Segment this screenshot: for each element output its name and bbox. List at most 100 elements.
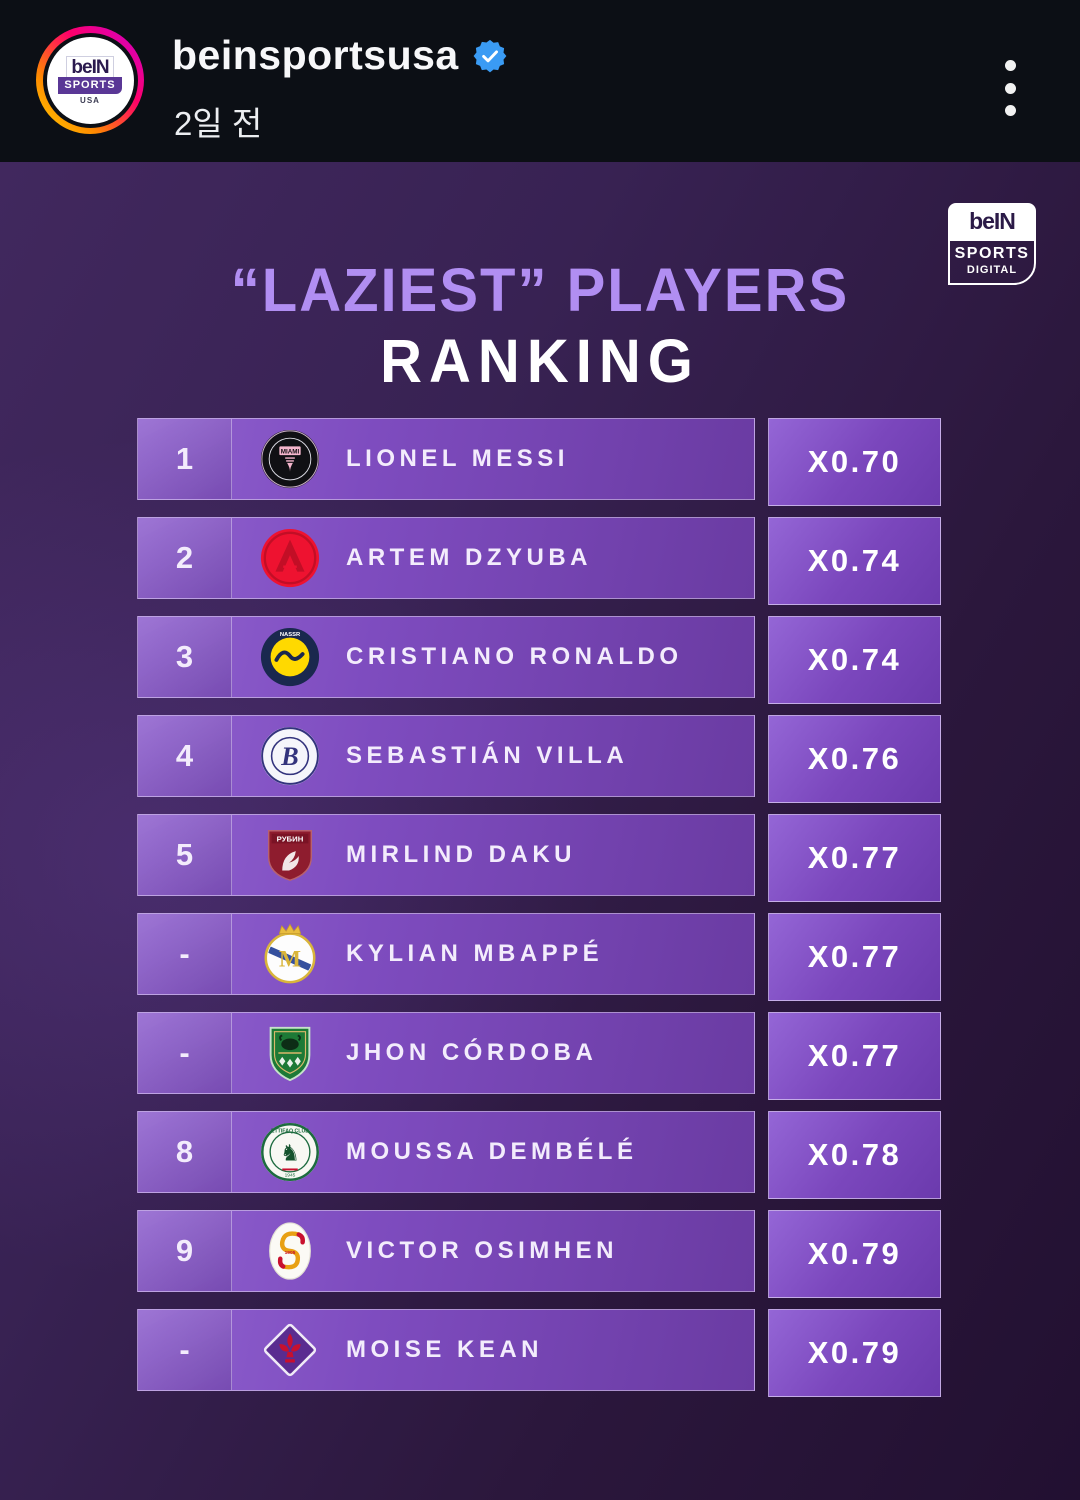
al-ettifaq-badge: ETTIFAQ CLUB ♞ 1945 <box>259 1121 321 1183</box>
multiplier-value: X0.79 <box>807 1236 902 1271</box>
multiplier-box: X0.78 <box>768 1111 941 1199</box>
row-main: - MOISE KEAN <box>137 1309 755 1391</box>
svg-text:1905: 1905 <box>285 1250 296 1256</box>
svg-text:РУБИН: РУБИН <box>277 835 304 844</box>
table-row: 9 1905 VICTOR OSIMHEN X0.79 <box>137 1210 941 1298</box>
multiplier-box: X0.70 <box>768 418 941 506</box>
rank-label: - <box>179 1035 190 1070</box>
independiente-rivadavia-badge: B <box>259 725 321 787</box>
al-nassr-badge: NASSR <box>259 626 321 688</box>
multiplier-value: X0.76 <box>807 741 902 776</box>
multiplier-box: X0.77 <box>768 814 941 902</box>
watermark-digital: DIGITAL <box>966 264 1018 276</box>
svg-text:♞: ♞ <box>280 1141 300 1166</box>
table-row: 4 B SEBASTIÁN VILLA X0.76 <box>137 715 941 803</box>
fiorentina-badge <box>259 1319 321 1381</box>
post-header: beIN SPORTS USA beinsportsusa 2일 전 <box>0 0 1080 162</box>
player-name: LIONEL MESSI <box>346 445 569 472</box>
ranking-table: 1 MIAMI LIONEL MESSI X0.70 2 ARTEM DZYUB… <box>137 418 941 1408</box>
avatar-ring-gap: beIN SPORTS USA <box>42 32 138 128</box>
rubin-kazan-badge: РУБИН <box>259 824 321 886</box>
bein-sports-digital-logo: beIN SPORTS DIGITAL <box>948 203 1036 285</box>
svg-text:NASSR: NASSR <box>280 632 301 638</box>
avatar-usa-text: USA <box>80 95 100 105</box>
rank-cell: - <box>138 1310 232 1390</box>
verified-badge-icon <box>473 39 507 72</box>
svg-text:1945: 1945 <box>285 1173 296 1179</box>
svg-text:B: B <box>280 742 298 771</box>
rank-cell: 8 <box>138 1112 232 1192</box>
svg-text:ETTIFAQ CLUB: ETTIFAQ CLUB <box>271 1129 309 1135</box>
poster-title-line2: RANKING <box>380 326 700 396</box>
rank-label: 2 <box>175 540 194 575</box>
table-row: 2 ARTEM DZYUBA X0.74 <box>137 517 941 605</box>
row-main: 8 ETTIFAQ CLUB ♞ 1945 MOUSSA DEMBÉLÉ <box>137 1111 755 1193</box>
row-main: - M KYLIAN MBAPPÉ <box>137 913 755 995</box>
row-main: 1 MIAMI LIONEL MESSI <box>137 418 755 500</box>
multiplier-box: X0.74 <box>768 616 941 704</box>
multiplier-value: X0.74 <box>807 543 902 578</box>
player-name: VICTOR OSIMHEN <box>346 1237 618 1264</box>
player-name: MOISE KEAN <box>346 1336 544 1363</box>
rank-cell: 4 <box>138 716 232 796</box>
bein-sports-usa-logo: beIN SPORTS USA <box>46 36 134 124</box>
rank-label: - <box>179 936 190 971</box>
svg-text:MIAMI: MIAMI <box>281 448 300 455</box>
multiplier-box: X0.74 <box>768 517 941 605</box>
table-row: - M KYLIAN MBAPPÉ X0.77 <box>137 913 941 1001</box>
rank-cell: 2 <box>138 518 232 598</box>
row-main: 2 ARTEM DZYUBA <box>137 517 755 599</box>
multiplier-value: X0.77 <box>807 1038 902 1073</box>
galatasaray-badge: 1905 <box>259 1220 321 1282</box>
username[interactable]: beinsportsusa <box>172 32 459 78</box>
rank-cell: - <box>138 914 232 994</box>
rank-cell: 5 <box>138 815 232 895</box>
row-main: 5 РУБИН MIRLIND DAKU <box>137 814 755 896</box>
row-main: 3 NASSR CRISTIANO RONALDO <box>137 616 755 698</box>
player-name: CRISTIANO RONALDO <box>346 643 683 670</box>
row-main: - JHON CÓRDOBA <box>137 1012 755 1094</box>
poster-title: “LAZIEST” PLAYERS RANKING <box>0 257 1080 396</box>
row-main: 4 B SEBASTIÁN VILLA <box>137 715 755 797</box>
table-row: 5 РУБИН MIRLIND DAKU X0.77 <box>137 814 941 902</box>
rank-label: 1 <box>175 441 194 476</box>
multiplier-box: X0.79 <box>768 1210 941 1298</box>
table-row: 3 NASSR CRISTIANO RONALDO X0.74 <box>137 616 941 704</box>
table-row: - MOISE KEAN X0.79 <box>137 1309 941 1397</box>
table-row: 8 ETTIFAQ CLUB ♞ 1945 MOUSSA DEMBÉLÉ X0.78 <box>137 1111 941 1199</box>
multiplier-box: X0.79 <box>768 1309 941 1397</box>
multiplier-value: X0.77 <box>807 939 902 974</box>
player-name: MIRLIND DAKU <box>346 841 576 868</box>
multiplier-value: X0.79 <box>807 1335 902 1370</box>
multiplier-value: X0.74 <box>807 642 902 677</box>
profile-avatar[interactable]: beIN SPORTS USA <box>36 26 144 134</box>
rank-cell: - <box>138 1013 232 1093</box>
rank-label: - <box>179 1332 190 1367</box>
multiplier-box: X0.76 <box>768 715 941 803</box>
player-name: SEBASTIÁN VILLA <box>346 742 629 769</box>
real-madrid-badge: M <box>259 923 321 985</box>
post-image: beIN SPORTS DIGITAL “LAZIEST” PLAYERS RA… <box>0 162 1080 1500</box>
rank-label: 5 <box>175 837 194 872</box>
akron-togliatti-badge <box>259 527 321 589</box>
avatar-sports-text: SPORTS <box>58 76 122 94</box>
rank-cell: 1 <box>138 419 232 499</box>
multiplier-box: X0.77 <box>768 913 941 1001</box>
rank-label: 8 <box>175 1134 194 1169</box>
multiplier-value: X0.70 <box>807 444 902 479</box>
player-name: KYLIAN MBAPPÉ <box>346 940 604 967</box>
player-name: ARTEM DZYUBA <box>346 544 592 571</box>
rank-label: 4 <box>175 738 194 773</box>
multiplier-value: X0.78 <box>807 1137 902 1172</box>
krasnodar-badge <box>259 1022 321 1084</box>
multiplier-box: X0.77 <box>768 1012 941 1100</box>
table-row: - JHON CÓRDOBA X0.77 <box>137 1012 941 1100</box>
table-row: 1 MIAMI LIONEL MESSI X0.70 <box>137 418 941 506</box>
row-main: 9 1905 VICTOR OSIMHEN <box>137 1210 755 1292</box>
rank-label: 9 <box>175 1233 194 1268</box>
kebab-menu-icon[interactable] <box>998 60 1022 116</box>
player-name: JHON CÓRDOBA <box>346 1039 598 1066</box>
rank-label: 3 <box>175 639 194 674</box>
rank-cell: 3 <box>138 617 232 697</box>
watermark-sports: SPORTS <box>954 245 1030 262</box>
